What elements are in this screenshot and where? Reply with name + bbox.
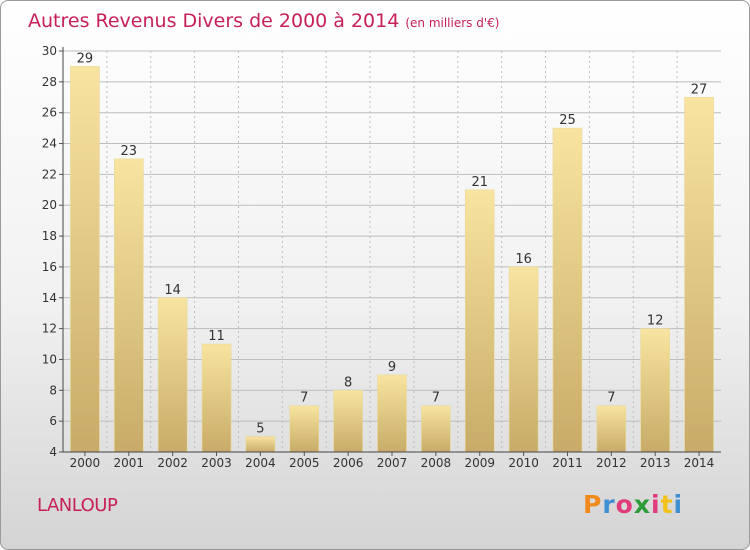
value-label-2001: 23: [121, 144, 138, 159]
bar-2014: [684, 96, 714, 453]
x-tick-label-2009: 2009: [464, 456, 495, 470]
bar-2009: [464, 189, 495, 453]
x-tick-label-2012: 2012: [596, 456, 627, 470]
value-label-2008: 7: [432, 391, 440, 406]
value-label-2011: 25: [559, 113, 576, 128]
bar-2006: [333, 390, 363, 453]
value-label-2000: 29: [77, 51, 94, 66]
bar-2010: [508, 266, 539, 453]
value-label-2005: 7: [300, 391, 308, 406]
y-tick-label: 4: [49, 445, 57, 459]
y-tick-label: 26: [42, 106, 57, 120]
x-tick-label-2013: 2013: [640, 456, 671, 470]
bar-2012: [596, 405, 627, 453]
labels: 4 6 8 10 12 14 16 18 20 22 24 26 28 30 29 2000 23 2001 14 2…: [42, 44, 715, 470]
x-tick-label-2010: 2010: [508, 456, 539, 470]
town-name: LANLOUP: [37, 495, 118, 516]
y-tick-label: 30: [42, 44, 57, 58]
y-tick-label: 24: [42, 137, 57, 151]
axes: [59, 47, 721, 456]
y-tick-label: 6: [49, 414, 57, 428]
value-label-2009: 21: [471, 175, 488, 190]
y-tick-label: 28: [42, 75, 57, 89]
chart-unit: (en milliers d'€): [405, 16, 500, 30]
bars: [70, 66, 714, 453]
bar-2002: [157, 297, 188, 453]
bar-2005: [289, 405, 320, 453]
bar-2007: [377, 374, 407, 453]
y-tick-label: 18: [42, 229, 57, 243]
y-tick-label: 20: [42, 198, 57, 212]
y-tick-label: 12: [42, 322, 57, 336]
y-tick-label: 14: [42, 291, 57, 305]
bar-2011: [552, 127, 583, 453]
bar-2003: [201, 343, 232, 453]
y-tick-label: 10: [42, 352, 57, 366]
x-tick-label-2003: 2003: [201, 456, 232, 470]
x-tick-label-2014: 2014: [684, 456, 715, 470]
x-tick-label-2007: 2007: [377, 456, 408, 470]
bar-2008: [421, 405, 451, 453]
value-label-2010: 16: [515, 252, 532, 267]
proxiti-logo[interactable]: Proxiti: [583, 490, 684, 519]
value-label-2006: 8: [344, 375, 352, 390]
bar-2001: [114, 158, 144, 453]
bar-2013: [640, 328, 671, 453]
x-tick-label-2000: 2000: [70, 456, 101, 470]
x-tick-label-2005: 2005: [289, 456, 320, 470]
chart-title-text: Autres Revenus Divers de 2000 à 2014: [28, 10, 400, 32]
bar-2000: [70, 66, 100, 453]
x-tick-label-2004: 2004: [245, 456, 276, 470]
value-label-2014: 27: [691, 82, 708, 97]
x-tick-label-2011: 2011: [552, 456, 583, 470]
value-label-2013: 12: [647, 314, 664, 329]
value-label-2004: 5: [256, 422, 264, 437]
bar-2004: [245, 436, 276, 453]
x-tick-label-2008: 2008: [421, 456, 452, 470]
value-label-2002: 14: [164, 283, 181, 298]
y-tick-label: 8: [49, 383, 57, 397]
value-label-2012: 7: [607, 391, 615, 406]
x-tick-label-2002: 2002: [157, 456, 188, 470]
value-label-2003: 11: [208, 329, 225, 344]
x-tick-label-2001: 2001: [114, 456, 145, 470]
y-tick-label: 16: [42, 260, 57, 274]
value-label-2007: 9: [388, 360, 396, 375]
x-tick-label-2006: 2006: [333, 456, 364, 470]
y-tick-label: 22: [42, 167, 57, 181]
chart-title: Autres Revenus Divers de 2000 à 2014 (en …: [28, 10, 499, 32]
